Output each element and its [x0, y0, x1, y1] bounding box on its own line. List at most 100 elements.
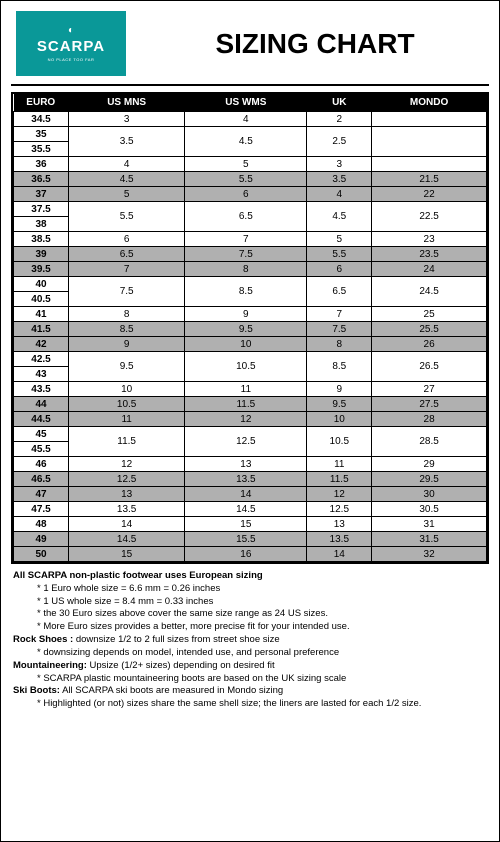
size-cell: 4 [69, 157, 185, 172]
euro-cell: 38.5 [14, 232, 69, 247]
euro-cell: 36.5 [14, 172, 69, 187]
size-cell: 30.5 [372, 502, 487, 517]
size-cell: 7 [185, 232, 307, 247]
logo-brand-text: SCARPA [26, 38, 116, 55]
size-cell: 8.5 [307, 352, 372, 382]
table-row: 4914.515.513.531.5 [14, 532, 487, 547]
table-row: 37.55.56.54.522.5 [14, 202, 487, 217]
size-cell: 7.5 [185, 247, 307, 262]
header: ◐ SCARPA NO PLACE TOO FAR SIZING CHART [1, 1, 499, 82]
size-cell: 16 [185, 547, 307, 562]
size-cell: 6 [307, 262, 372, 277]
size-cell: 13 [307, 517, 372, 532]
euro-cell: 44 [14, 397, 69, 412]
size-cell: 12 [185, 412, 307, 427]
table-row: 47.513.514.512.530.5 [14, 502, 487, 517]
size-cell: 5 [307, 232, 372, 247]
size-cell: 5 [69, 187, 185, 202]
size-cell: 27 [372, 382, 487, 397]
size-cell: 10 [185, 337, 307, 352]
divider [11, 84, 489, 86]
size-cell: 12.5 [185, 427, 307, 457]
size-cell: 5 [185, 157, 307, 172]
table-row: 41.58.59.57.525.5 [14, 322, 487, 337]
table-row: 39.578624 [14, 262, 487, 277]
euro-cell: 46.5 [14, 472, 69, 487]
table-row: 4612131129 [14, 457, 487, 472]
euro-cell: 35.5 [14, 142, 69, 157]
table-row: 4189725 [14, 307, 487, 322]
table-row: 34.5342 [14, 112, 487, 127]
size-cell: 28.5 [372, 427, 487, 457]
euro-cell: 46 [14, 457, 69, 472]
size-cell: 13.5 [307, 532, 372, 547]
euro-cell: 39.5 [14, 262, 69, 277]
size-cell: 15 [185, 517, 307, 532]
size-cell: 31 [372, 517, 487, 532]
size-cell: 25.5 [372, 322, 487, 337]
table-row: 46.512.513.511.529.5 [14, 472, 487, 487]
size-cell: 32 [372, 547, 487, 562]
table-row: 43.51011927 [14, 382, 487, 397]
brand-logo: ◐ SCARPA NO PLACE TOO FAR [16, 11, 126, 76]
size-cell: 6.5 [69, 247, 185, 262]
table-row: 4814151331 [14, 517, 487, 532]
euro-cell: 43.5 [14, 382, 69, 397]
size-cell: 6 [185, 187, 307, 202]
table-row: 5015161432 [14, 547, 487, 562]
table-row: 353.54.52.5 [14, 127, 487, 142]
size-cell: 8.5 [69, 322, 185, 337]
size-cell: 10 [69, 382, 185, 397]
size-cell: 9.5 [69, 352, 185, 382]
size-cell: 29.5 [372, 472, 487, 487]
size-cell: 8.5 [185, 277, 307, 307]
page-title: SIZING CHART [146, 28, 484, 60]
euro-cell: 42 [14, 337, 69, 352]
size-cell: 22.5 [372, 202, 487, 232]
size-cell: 29 [372, 457, 487, 472]
euro-cell: 37.5 [14, 202, 69, 217]
euro-cell: 40 [14, 277, 69, 292]
size-cell: 10.5 [307, 427, 372, 457]
size-cell: 10.5 [69, 397, 185, 412]
size-cell: 12.5 [69, 472, 185, 487]
euro-cell: 47.5 [14, 502, 69, 517]
size-cell: 14 [307, 547, 372, 562]
size-cell: 26.5 [372, 352, 487, 382]
table-row: 44.511121028 [14, 412, 487, 427]
table-row: 42910826 [14, 337, 487, 352]
euro-cell: 42.5 [14, 352, 69, 367]
size-cell: 25 [372, 307, 487, 322]
size-cell: 5.5 [69, 202, 185, 232]
size-cell [372, 157, 487, 172]
size-cell: 4.5 [307, 202, 372, 232]
size-cell: 8 [185, 262, 307, 277]
col-euro: EURO [14, 94, 69, 112]
note-line: * More Euro sizes provides a better, mor… [37, 621, 487, 634]
size-cell: 7 [307, 307, 372, 322]
table-header-row: EURO US MNS US WMS UK MONDO [14, 94, 487, 112]
size-cell: 10 [307, 412, 372, 427]
table-row: 38.567523 [14, 232, 487, 247]
size-cell: 7.5 [307, 322, 372, 337]
size-cell: 13.5 [185, 472, 307, 487]
size-cell: 11 [185, 382, 307, 397]
note-line: * 1 Euro whole size = 6.6 mm = 0.26 inch… [37, 583, 487, 596]
note-heading: Rock Shoes : downsize 1/2 to 2 full size… [13, 634, 487, 647]
table-row: 407.58.56.524.5 [14, 277, 487, 292]
size-cell: 4 [307, 187, 372, 202]
euro-cell: 34.5 [14, 112, 69, 127]
euro-cell: 38 [14, 217, 69, 232]
size-cell: 13.5 [69, 502, 185, 517]
size-cell: 3.5 [307, 172, 372, 187]
note-heading: Ski Boots: All SCARPA ski boots are meas… [13, 685, 487, 698]
size-cell: 21.5 [372, 172, 487, 187]
euro-cell: 36 [14, 157, 69, 172]
note-line: * Highlighted (or not) sizes share the s… [37, 698, 487, 711]
table-row: 4713141230 [14, 487, 487, 502]
col-usmns: US MNS [69, 94, 185, 112]
size-cell: 6.5 [307, 277, 372, 307]
size-cell: 7.5 [69, 277, 185, 307]
size-cell: 2 [307, 112, 372, 127]
size-cell: 5.5 [307, 247, 372, 262]
